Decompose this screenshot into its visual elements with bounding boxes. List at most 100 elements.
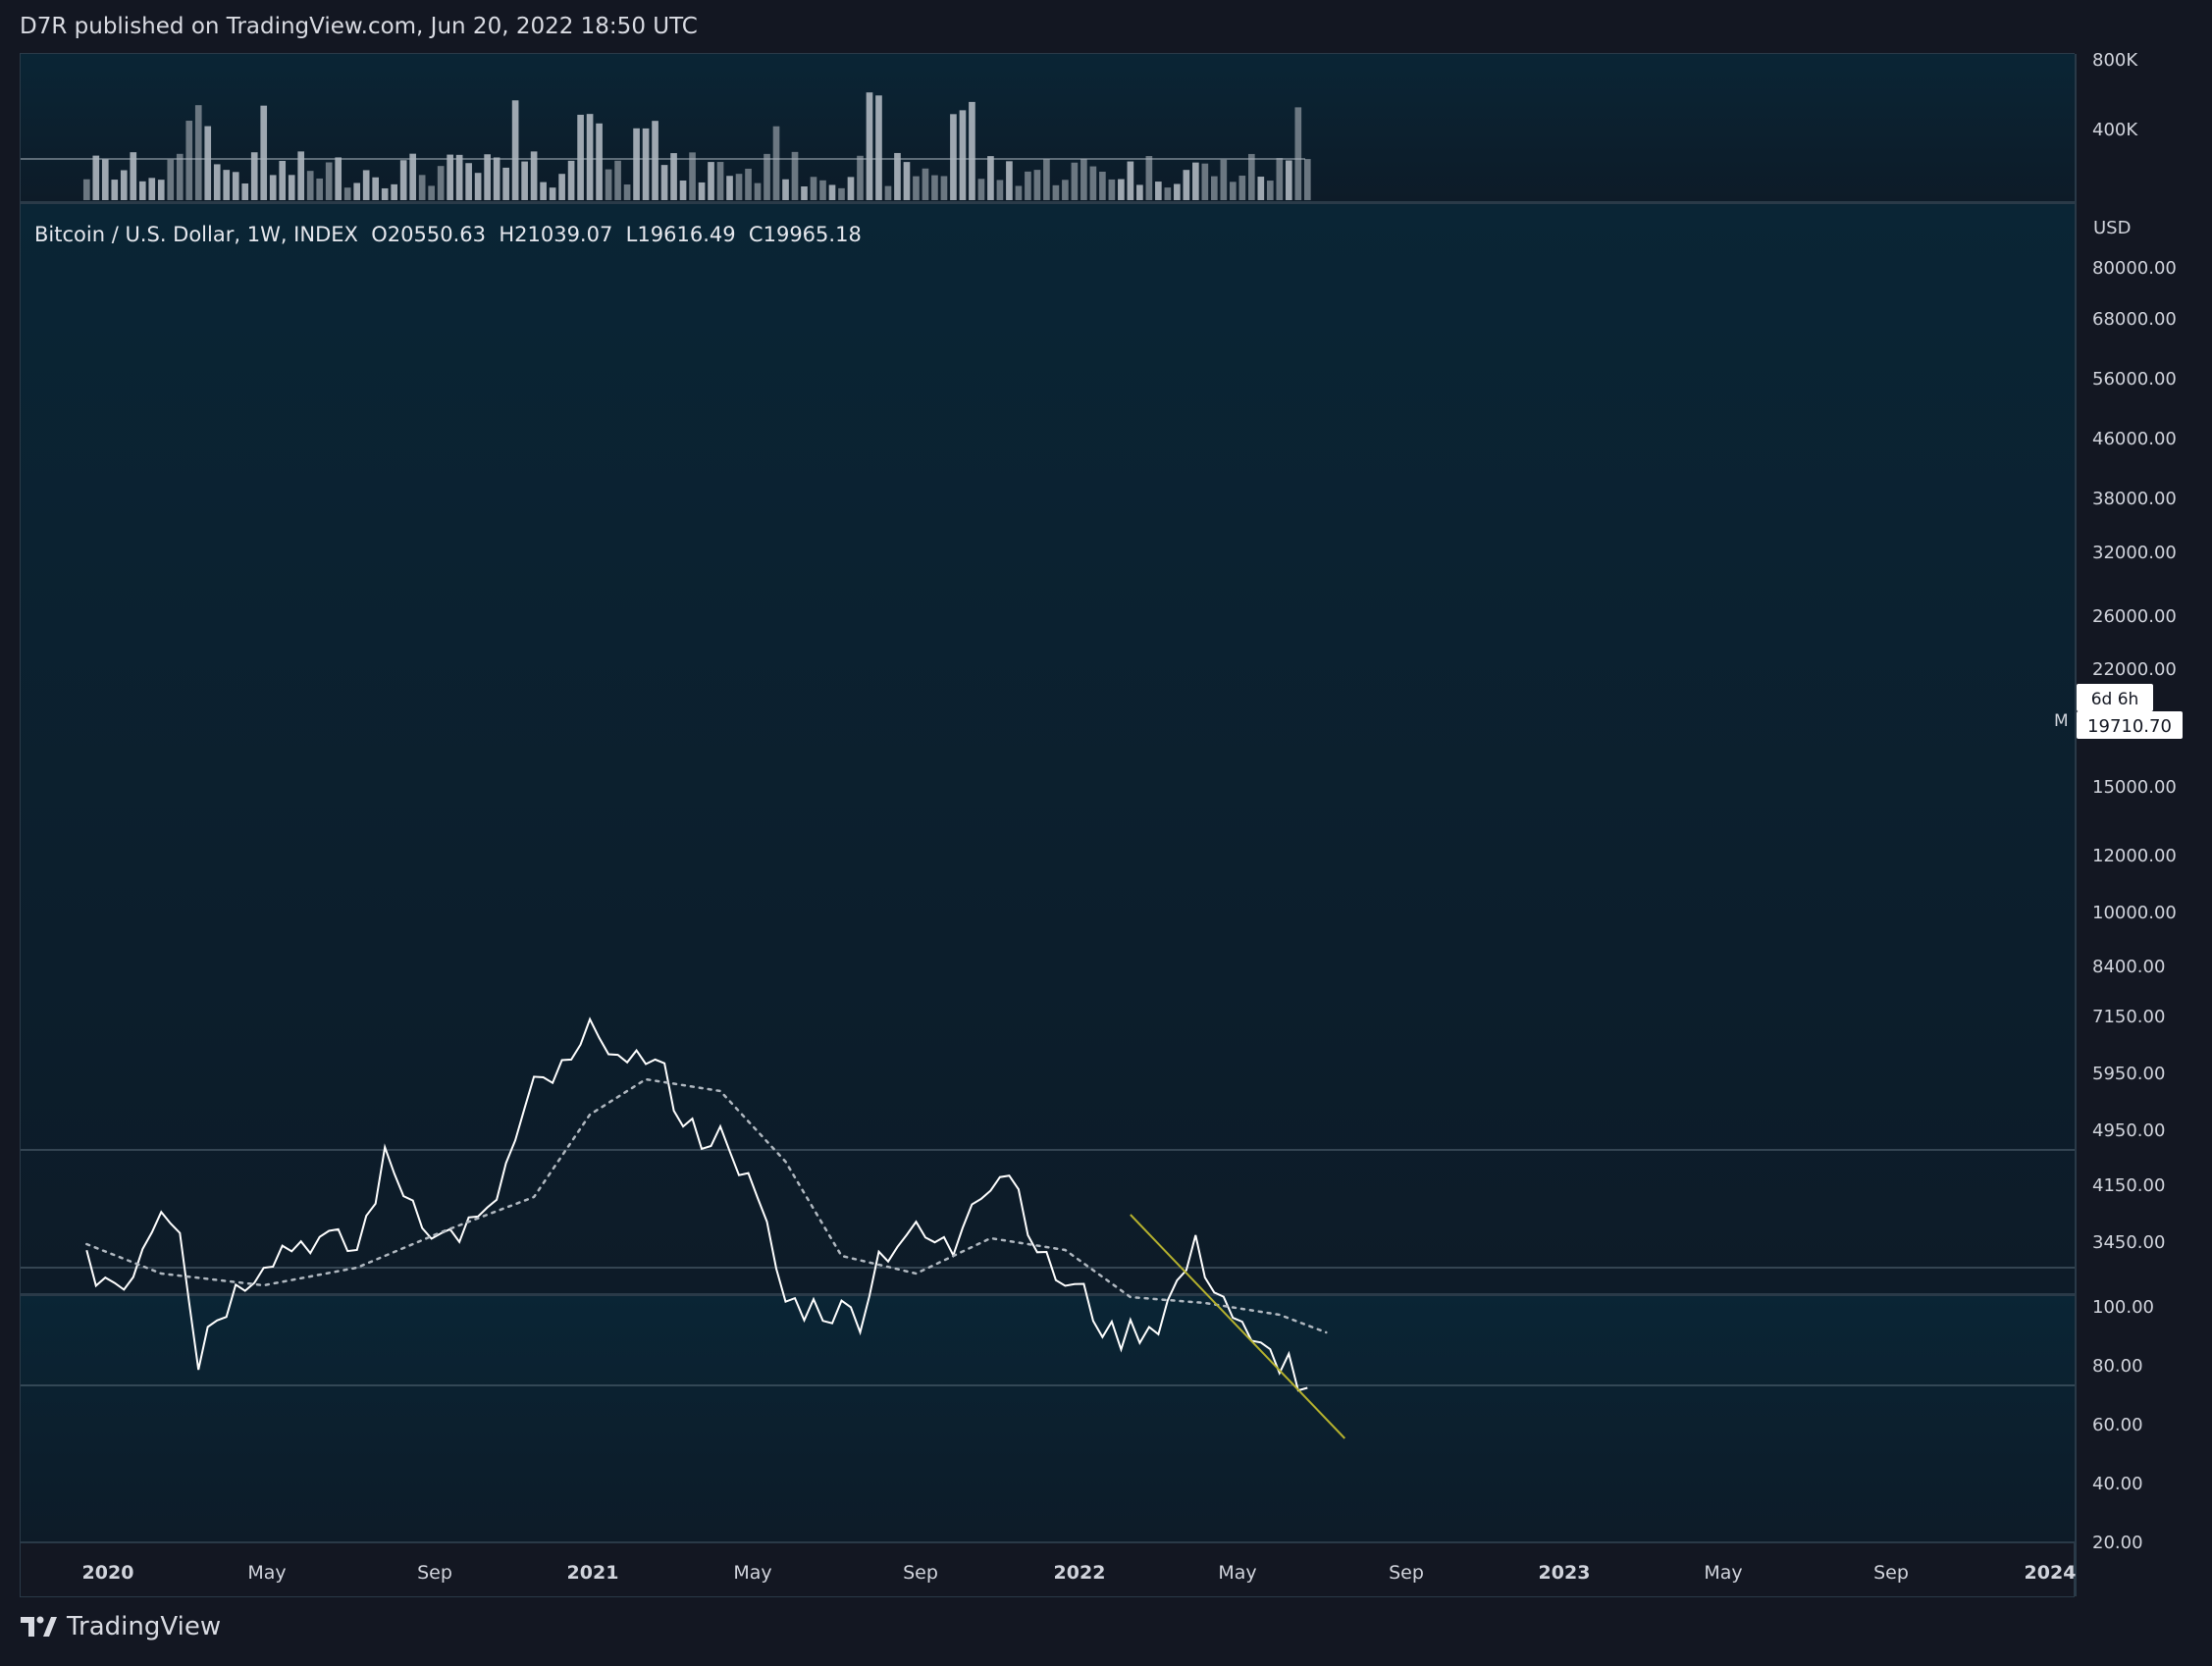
volume-bar bbox=[1145, 155, 1153, 200]
volume-bar bbox=[726, 176, 733, 200]
volume-bar bbox=[530, 151, 538, 200]
volume-bar bbox=[1230, 182, 1237, 200]
volume-bar bbox=[996, 180, 1004, 200]
volume-tick-label: 800K bbox=[2092, 50, 2138, 71]
volume-bar bbox=[1108, 179, 1116, 200]
volume-bar bbox=[652, 121, 658, 200]
price-tick-label: 8400.00 bbox=[2092, 957, 2165, 977]
volume-bar bbox=[791, 151, 799, 200]
volume-bar bbox=[810, 177, 817, 200]
volume-layer bbox=[21, 92, 1311, 200]
volume-bar bbox=[120, 170, 128, 200]
volume-bar bbox=[381, 187, 389, 200]
time-tick-label: May bbox=[1704, 1562, 1742, 1584]
volume-bar bbox=[148, 178, 156, 200]
volume-bar bbox=[325, 162, 333, 200]
volume-bar bbox=[764, 153, 770, 200]
volume-bar bbox=[474, 173, 482, 200]
volume-bar bbox=[241, 182, 249, 200]
rsi-tick-label: 60.00 bbox=[2092, 1415, 2143, 1435]
time-tick-label: 2020 bbox=[82, 1562, 134, 1584]
time-tick-label: Sep bbox=[1389, 1562, 1424, 1584]
price-currency: USD bbox=[2093, 218, 2131, 238]
volume-bar bbox=[940, 176, 948, 200]
volume-bar bbox=[977, 179, 985, 200]
countdown-tag bbox=[2077, 684, 2153, 711]
volume-bar bbox=[447, 154, 453, 200]
price-tick-label: 7150.00 bbox=[2092, 1007, 2165, 1027]
main-legend: Bitcoin / U.S. Dollar, 1W, INDEX O20550.… bbox=[34, 223, 862, 246]
volume-bar bbox=[1192, 162, 1199, 200]
volume-bar bbox=[111, 180, 119, 200]
volume-bar bbox=[1089, 166, 1097, 200]
price-tick-label: 4950.00 bbox=[2092, 1120, 2165, 1141]
volume-bar bbox=[884, 185, 892, 200]
volume-bar bbox=[223, 170, 231, 200]
publish-header: D7R published on TradingView.com, Jun 20… bbox=[20, 14, 698, 39]
volume-bar bbox=[1127, 161, 1134, 200]
volume-bar bbox=[922, 168, 929, 200]
volume-bar bbox=[1136, 184, 1143, 200]
volume-bar bbox=[969, 101, 975, 200]
tradingview-logo-icon bbox=[21, 1616, 57, 1637]
volume-bar bbox=[1052, 184, 1060, 200]
volume-bar bbox=[372, 177, 380, 200]
volume-bar bbox=[586, 114, 594, 200]
volume-bar bbox=[260, 105, 268, 200]
main-pane-bg bbox=[21, 204, 2075, 1293]
volume-bar bbox=[82, 179, 90, 200]
rsi-tick-label: 40.00 bbox=[2092, 1474, 2143, 1494]
rsi-tick-label: 20.00 bbox=[2092, 1533, 2143, 1553]
volume-bar bbox=[801, 186, 808, 200]
volume-bar bbox=[176, 153, 184, 200]
volume-bar bbox=[92, 155, 100, 200]
time-tick-label: May bbox=[1218, 1562, 1256, 1584]
price-tick-label: 68000.00 bbox=[2092, 309, 2177, 330]
volume-bar bbox=[894, 152, 901, 200]
volume-bar bbox=[1211, 176, 1218, 200]
volume-bar bbox=[343, 187, 351, 200]
axes-layer: 80000.00 68000.00 56000.00 46000.00 38000.00… bbox=[82, 50, 2183, 1584]
volume-bar bbox=[437, 166, 445, 200]
time-tick-label: 2024 bbox=[2025, 1562, 2077, 1584]
volume-bar bbox=[660, 165, 668, 200]
volume-bar bbox=[1062, 180, 1069, 200]
time-tick-label: Sep bbox=[417, 1562, 452, 1584]
price-tick-label: 32000.00 bbox=[2092, 543, 2177, 563]
volume-bar bbox=[185, 121, 193, 200]
volume-bar bbox=[735, 174, 743, 200]
volume-bar bbox=[679, 181, 687, 200]
volume-bar bbox=[465, 163, 472, 200]
volume-bar bbox=[418, 175, 426, 200]
volume-bar bbox=[138, 181, 146, 200]
volume-bar bbox=[623, 184, 631, 200]
volume-bar bbox=[857, 155, 864, 200]
volume-bar bbox=[204, 126, 212, 200]
volume-bar bbox=[194, 105, 202, 200]
volume-bar bbox=[1220, 159, 1228, 200]
volume-bar bbox=[549, 187, 556, 200]
volume-bar bbox=[1071, 162, 1079, 200]
rsi-trendline[interactable] bbox=[1130, 1214, 1346, 1439]
footer-brand[interactable]: TradingView bbox=[20, 1612, 221, 1641]
countdown-label: 6d 6h bbox=[2091, 690, 2139, 709]
volume-bar bbox=[828, 184, 836, 200]
volume-bar bbox=[689, 152, 696, 200]
current-price-tag[interactable] bbox=[2077, 711, 2183, 739]
volume-bar bbox=[428, 185, 435, 200]
volume-bar bbox=[1257, 177, 1265, 200]
price-tick-label: 5950.00 bbox=[2092, 1064, 2165, 1084]
volume-bar bbox=[362, 170, 370, 200]
price-tick-label: 22000.00 bbox=[2092, 659, 2177, 680]
volume-bar bbox=[866, 92, 873, 200]
volume-bar bbox=[558, 174, 565, 200]
volume-bar bbox=[716, 162, 724, 200]
volume-bar bbox=[167, 159, 175, 200]
volume-bar bbox=[1276, 158, 1284, 200]
volume-bar bbox=[353, 182, 361, 200]
volume-bar bbox=[484, 154, 491, 200]
rsi-layer bbox=[21, 1016, 2075, 1439]
volume-bar bbox=[745, 168, 752, 200]
volume-bar bbox=[1080, 158, 1087, 200]
